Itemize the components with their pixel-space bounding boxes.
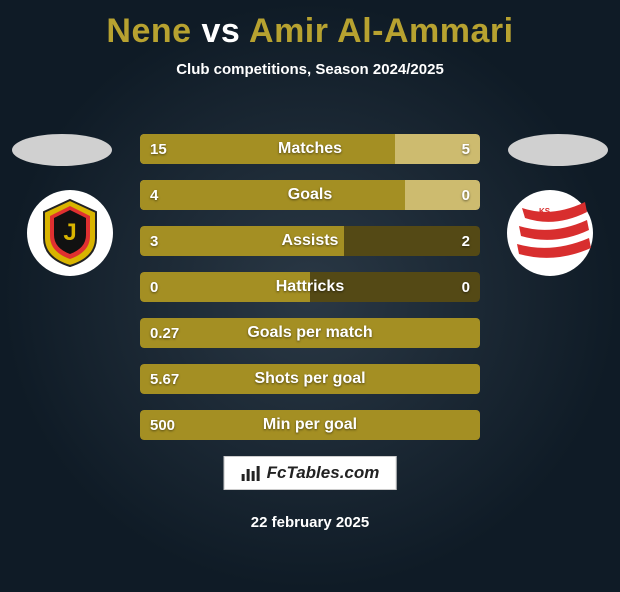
date-text: 22 february 2025 (0, 514, 620, 531)
subtitle: Club competitions, Season 2024/2025 (0, 61, 620, 78)
stats-container: 155Matches 40Goals 32Assists 00Hattricks 0.2… (140, 134, 480, 456)
stat-row: 500Min per goal (140, 410, 480, 440)
stat-label: Hattricks (140, 272, 480, 302)
vs-text: vs (202, 12, 241, 50)
svg-text:KS: KS (539, 207, 551, 216)
svg-text:J: J (63, 219, 76, 246)
comparison-title: Nene vs Amir Al-Ammari (0, 12, 620, 51)
stat-row: 32Assists (140, 226, 480, 256)
stat-label: Matches (140, 134, 480, 164)
player1-silhouette (12, 134, 112, 166)
player1-name: Nene (106, 12, 191, 50)
stripes-icon: KS (507, 190, 593, 276)
stat-row: 40Goals (140, 180, 480, 210)
shield-icon: J (40, 198, 100, 268)
stat-row: 5.67Shots per goal (140, 364, 480, 394)
branding-text: FcTables.com (267, 463, 380, 483)
stat-label: Goals (140, 180, 480, 210)
player1-club-badge: J (27, 190, 113, 276)
stat-row: 155Matches (140, 134, 480, 164)
stat-row: 00Hattricks (140, 272, 480, 302)
stat-label: Assists (140, 226, 480, 256)
stat-label: Min per goal (140, 410, 480, 440)
stat-label: Shots per goal (140, 364, 480, 394)
player2-club-badge: KS (507, 190, 593, 276)
stat-label: Goals per match (140, 318, 480, 348)
player2-silhouette (508, 134, 608, 166)
stat-row: 0.27Goals per match (140, 318, 480, 348)
player2-name: Amir Al-Ammari (249, 12, 514, 50)
branding-badge: FcTables.com (224, 456, 397, 490)
bars-icon (241, 464, 261, 482)
